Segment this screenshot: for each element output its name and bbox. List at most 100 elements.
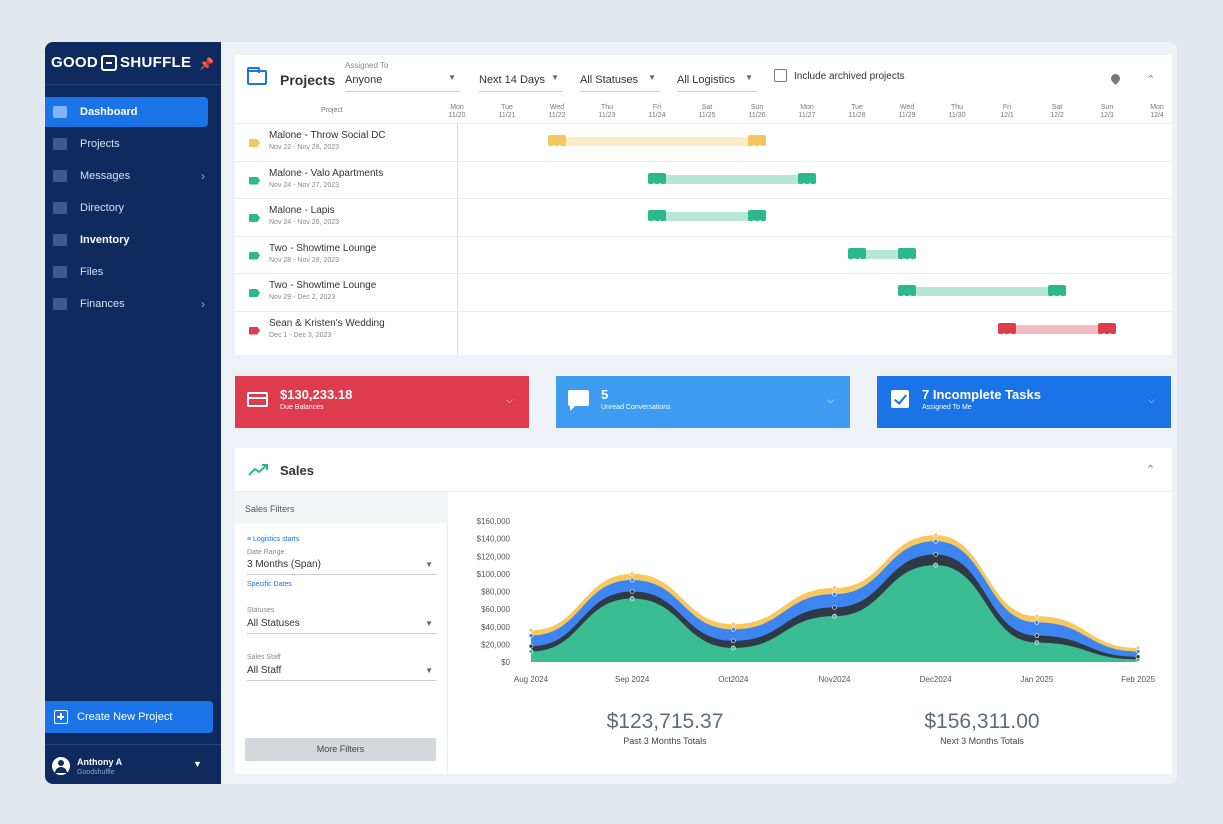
pin-icon[interactable]: 📌 (199, 57, 214, 71)
data-point[interactable] (832, 613, 837, 619)
truck-icon[interactable] (798, 172, 816, 187)
sidebar-item-directory[interactable]: Directory (45, 193, 221, 223)
data-point[interactable] (933, 538, 938, 544)
chevron-down-icon[interactable]: ⌵ (1148, 395, 1155, 405)
data-point[interactable] (832, 591, 837, 597)
data-point[interactable] (629, 571, 635, 577)
sales-staff-select[interactable]: All Staff ▼ (247, 665, 436, 681)
data-point[interactable] (933, 562, 938, 568)
dashboard-icon (53, 106, 67, 118)
plus-icon (54, 710, 68, 724)
truck-icon[interactable] (548, 135, 566, 149)
incomplete-tasks-card[interactable]: 7 Incomplete Tasks Assigned To Me ⌵ (877, 376, 1171, 428)
brand-logo[interactable]: GOOD SHUFFLE (51, 54, 191, 71)
truck-icon[interactable] (898, 285, 916, 299)
data-point[interactable] (528, 649, 534, 654)
chevron-down-icon[interactable]: ⌵ (827, 395, 834, 405)
sidebar-item-files[interactable]: Files (45, 257, 221, 287)
data-point[interactable] (1034, 613, 1040, 619)
date-range-select[interactable]: Next 14 Days ▼ (479, 70, 563, 92)
gantt-bar[interactable] (907, 287, 1057, 296)
data-point[interactable] (629, 577, 635, 583)
more-filters-button[interactable]: More Filters (245, 738, 436, 761)
collapse-chevron-icon[interactable]: ⌃ (1146, 464, 1156, 476)
truck-icon[interactable] (648, 210, 666, 224)
sidebar-item-messages[interactable]: Messages › (45, 161, 221, 191)
truck-icon[interactable] (898, 247, 916, 262)
project-dates: Nov 28 - Nov 29, 2023 (269, 256, 340, 264)
x-tick-label: Oct2024 (718, 675, 749, 684)
gantt-bar[interactable] (857, 249, 907, 259)
project-name[interactable]: Malone - Lapis (269, 205, 335, 216)
gantt-bar[interactable] (657, 174, 807, 184)
archived-checkbox[interactable] (774, 69, 787, 82)
user-menu[interactable]: Anthony A Goodshuffle ▼ (45, 744, 221, 784)
gantt-day-header: Wed 11/22 (548, 104, 566, 119)
data-point[interactable] (528, 627, 534, 633)
data-point[interactable] (1034, 620, 1040, 625)
sales-date-range-select[interactable]: 3 Months (Span) ▼ (247, 559, 436, 575)
create-project-button[interactable]: Create New Project (45, 701, 213, 733)
status-select[interactable]: All Statuses ▼ (580, 70, 660, 92)
truck-icon[interactable] (648, 172, 666, 187)
sidebar-item-projects[interactable]: Projects (45, 129, 221, 159)
project-name[interactable]: Two - Showtime Lounge (269, 242, 377, 254)
sidebar-item-finances[interactable]: Finances › (45, 289, 221, 319)
data-point[interactable] (731, 627, 736, 632)
gantt-day-header: Thu 11/23 (598, 104, 616, 119)
project-name[interactable]: Malone - Valo Apartments (269, 167, 384, 179)
sidebar-item-inventory[interactable]: Inventory (45, 225, 221, 255)
data-point[interactable] (528, 643, 534, 649)
area-series (531, 565, 1138, 662)
assigned-to-value: Anyone (345, 74, 383, 86)
data-point[interactable] (629, 596, 635, 601)
location-pin-icon[interactable] (1109, 72, 1122, 85)
logistics-starts-link[interactable]: ≡ Logistics starts (247, 536, 300, 543)
due-balances-card[interactable]: $130,233.18 Due Balances ⌵ (235, 376, 529, 428)
data-point[interactable] (528, 633, 534, 638)
data-point[interactable] (1135, 645, 1141, 651)
collapse-chevron-icon[interactable]: ⌃ (1146, 74, 1156, 86)
projects-title: Projects (280, 72, 336, 88)
unread-conversations-card[interactable]: 5 Unread Conversations ⌵ (556, 376, 850, 428)
gantt-bar[interactable] (1007, 324, 1107, 334)
truck-icon[interactable] (848, 247, 866, 262)
data-point[interactable] (832, 605, 837, 610)
chevron-right-icon: › (201, 169, 205, 183)
truck-icon[interactable] (1048, 285, 1066, 299)
data-point[interactable] (1135, 654, 1141, 660)
data-point[interactable] (731, 645, 736, 651)
data-point[interactable] (731, 621, 736, 627)
user-org: Goodshuffle (77, 769, 115, 776)
sales-title: Sales (280, 463, 314, 478)
sidebar-item-label: Projects (80, 138, 120, 150)
project-name[interactable]: Malone - Throw Social DC (269, 130, 386, 141)
sidebar: GOOD SHUFFLE 📌 Dashboard Projects Messag… (45, 42, 221, 784)
y-tick-label: $40,000 (481, 623, 510, 632)
truck-icon[interactable] (1098, 322, 1116, 337)
specific-dates-link[interactable]: Specific Dates (247, 581, 292, 588)
caret-down-icon: ▼ (551, 73, 559, 82)
data-point[interactable] (933, 532, 938, 538)
data-point[interactable] (1034, 640, 1040, 645)
gantt-bar[interactable] (557, 137, 757, 146)
logistics-select[interactable]: All Logistics ▼ (677, 70, 757, 92)
sidebar-item-dashboard[interactable]: Dashboard (45, 97, 208, 127)
gantt-bar[interactable] (657, 212, 757, 221)
chevron-down-icon[interactable]: ⌵ (506, 395, 513, 405)
project-name[interactable]: Sean & Kristen's Wedding (269, 317, 385, 329)
data-point[interactable] (933, 552, 938, 557)
x-tick-label: Feb 2025 (1121, 675, 1155, 684)
data-point[interactable] (1034, 633, 1040, 638)
truck-icon[interactable] (998, 322, 1016, 337)
data-point[interactable] (731, 638, 736, 644)
project-name[interactable]: Two - Showtime Lounge (269, 280, 377, 291)
data-point[interactable] (629, 589, 635, 594)
assigned-to-select[interactable]: Anyone ▼ (345, 70, 460, 92)
data-point[interactable] (832, 585, 837, 591)
truck-icon[interactable] (748, 135, 766, 149)
sales-staff-label: Sales Staff (247, 654, 281, 661)
caret-down-icon[interactable]: ▼ (193, 759, 202, 769)
truck-icon[interactable] (748, 210, 766, 224)
sales-statuses-select[interactable]: All Statuses ▼ (247, 618, 436, 634)
